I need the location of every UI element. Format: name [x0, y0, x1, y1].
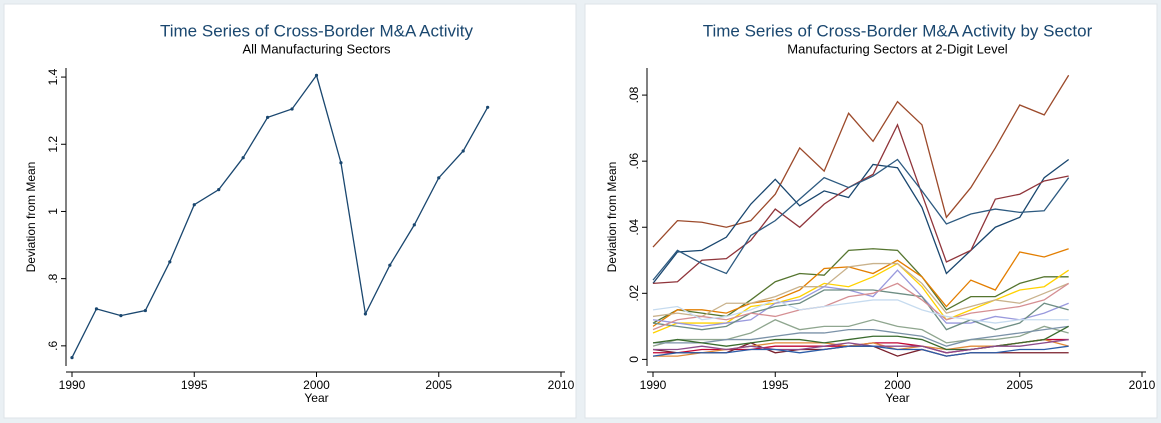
- y-tick-label: .02: [627, 285, 641, 302]
- point: [363, 312, 367, 316]
- x-tick-label: 2000: [884, 378, 911, 392]
- x-tick-label: 2010: [548, 378, 575, 392]
- x-tick-label: 2000: [303, 378, 330, 392]
- series-line: [652, 158, 1070, 281]
- series-line: [652, 345, 1069, 357]
- point: [412, 223, 416, 227]
- y-tick-label: .08: [627, 86, 641, 103]
- y-axis-title: Deviation from Mean: [24, 162, 38, 273]
- series-line: [653, 338, 1069, 354]
- series-line: [652, 262, 1069, 318]
- line: [71, 73, 489, 358]
- series-line: [652, 269, 1069, 328]
- point: [94, 307, 99, 311]
- point: [143, 308, 147, 313]
- y-tick-label: 1: [46, 208, 60, 215]
- point: [314, 73, 319, 77]
- series-line: [652, 248, 1069, 327]
- point: [486, 105, 490, 109]
- series-line: [652, 289, 1069, 331]
- series-line: [652, 299, 1069, 324]
- point: [217, 188, 221, 192]
- x-tick-label: 2005: [1006, 378, 1033, 392]
- chart-panel: Time Series of Cross-Border M&A Activity…: [3, 3, 577, 419]
- y-tick-label: .04: [627, 219, 641, 236]
- x-tick-label: 1995: [762, 378, 789, 392]
- point: [461, 149, 465, 153]
- x-axis-title: Year: [885, 391, 909, 405]
- series-line: [652, 74, 1070, 248]
- y-tick-label: 1.4: [46, 68, 60, 85]
- y-tick-label: 0: [627, 356, 641, 363]
- point: [437, 176, 441, 180]
- x-axis-title: Year: [304, 391, 328, 405]
- panel-background: [3, 3, 577, 419]
- x-tick-label: 2005: [425, 378, 452, 392]
- point: [119, 314, 123, 318]
- y-tick-label: .6: [46, 341, 60, 351]
- y-tick-label: .8: [46, 273, 60, 283]
- point: [388, 263, 392, 267]
- series-line: [653, 325, 1069, 347]
- series-line: [652, 282, 1070, 331]
- point: [192, 203, 196, 207]
- point: [266, 115, 270, 119]
- point: [70, 356, 74, 360]
- series-line: [652, 248, 1069, 324]
- series-line: [652, 123, 1069, 285]
- point: [168, 260, 172, 264]
- x-tick-label: 1990: [640, 378, 667, 392]
- chart-panel: Time Series of Cross-Border M&A Activity…: [584, 3, 1158, 419]
- x-tick-label: 1990: [59, 378, 86, 392]
- chart-subtitle: All Manufacturing Sectors: [242, 41, 391, 56]
- y-tick-label: .06: [627, 153, 641, 170]
- x-tick-label: 2010: [1129, 378, 1156, 392]
- chart-subtitle: Manufacturing Sectors at 2-Digit Level: [787, 41, 1007, 56]
- point: [339, 161, 343, 165]
- y-axis-title: Deviation from Mean: [605, 162, 619, 273]
- point: [290, 107, 294, 111]
- y-tick-label: 1.2: [46, 136, 60, 153]
- chart-title: Time Series of Cross-Border M&A Activity: [160, 21, 474, 40]
- chart-title: Time Series of Cross-Border M&A Activity…: [703, 21, 1093, 40]
- x-tick-label: 1995: [181, 378, 208, 392]
- point: [241, 156, 245, 160]
